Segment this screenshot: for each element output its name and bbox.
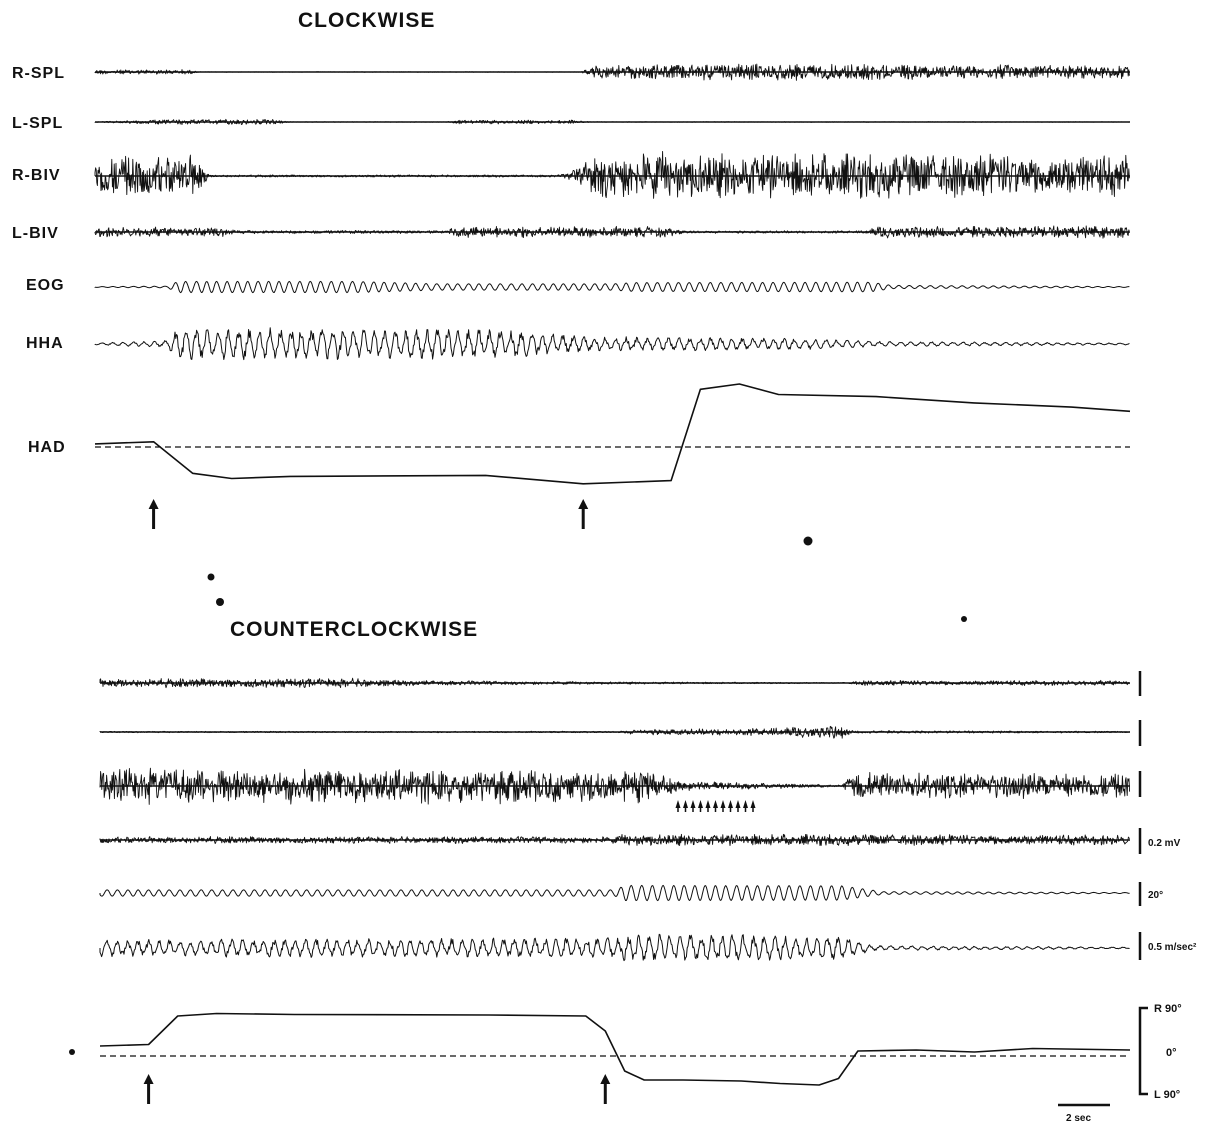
clockwise-title: CLOCKWISE (298, 9, 435, 32)
panel0-trace-5 (94, 327, 1130, 361)
label-hha: HHA (26, 335, 64, 352)
marker-layer (143, 499, 756, 1104)
panel0-trace-6 (94, 383, 1131, 485)
small-arrow-mark (675, 800, 681, 808)
stray-dot (216, 598, 224, 606)
scale-label-had-mid: 0° (1166, 1047, 1177, 1059)
scale-label-had-bottom: L 90° (1154, 1089, 1180, 1101)
stray-dot (803, 536, 813, 546)
panel0-trace-2 (94, 150, 1130, 199)
small-arrow-mark (698, 800, 703, 808)
panel1-trace-3 (99, 833, 1130, 847)
small-arrow-mark (683, 800, 688, 808)
small-arrow-mark (720, 800, 726, 808)
label-r-spl: R-SPL (12, 65, 65, 82)
panel0-stimulus-arrow-1 (578, 499, 589, 529)
scale-label-had-top: R 90° (1154, 1003, 1182, 1015)
stray-dot (961, 616, 967, 622)
small-arrow-mark (713, 800, 718, 808)
stray-dot (207, 573, 215, 581)
scale-bar-had (1138, 1006, 1148, 1096)
small-arrow-mark (705, 800, 711, 808)
panel1-trace-6 (99, 1012, 1131, 1086)
scale-label-emg: 0.2 mV (1148, 838, 1181, 849)
label-l-biv: L-BIV (12, 225, 59, 242)
label-l-spl: L-SPL (12, 115, 63, 132)
panel1-stimulus-arrow-1 (600, 1074, 611, 1104)
panel0-trace-4 (94, 280, 1130, 294)
small-arrow-mark (735, 800, 741, 808)
small-arrow-mark (743, 800, 748, 808)
scale-bars (1058, 671, 1148, 1107)
counterclockwise-title: COUNTERCLOCKWISE (230, 618, 478, 641)
panel0-stimulus-arrow-0 (148, 499, 159, 529)
small-arrow-mark (690, 800, 696, 808)
stray-dots (69, 536, 967, 1055)
small-arrow-mark (750, 800, 756, 808)
panel1-stimulus-arrow-0 (143, 1074, 154, 1104)
scale-label-eog: 20° (1148, 890, 1163, 901)
small-arrow-mark (728, 800, 733, 808)
scale-label-hha: 0.5 m/sec² (1148, 942, 1197, 953)
label-eog: EOG (26, 277, 65, 294)
panel1-trace-4 (99, 884, 1130, 902)
label-had: HAD (28, 439, 66, 456)
trace-layer (94, 63, 1131, 1086)
scale-label-time: 2 sec (1066, 1113, 1091, 1124)
label-r-biv: R-BIV (12, 167, 61, 184)
panel1-trace-5 (99, 933, 1130, 962)
stray-dot (69, 1049, 75, 1055)
